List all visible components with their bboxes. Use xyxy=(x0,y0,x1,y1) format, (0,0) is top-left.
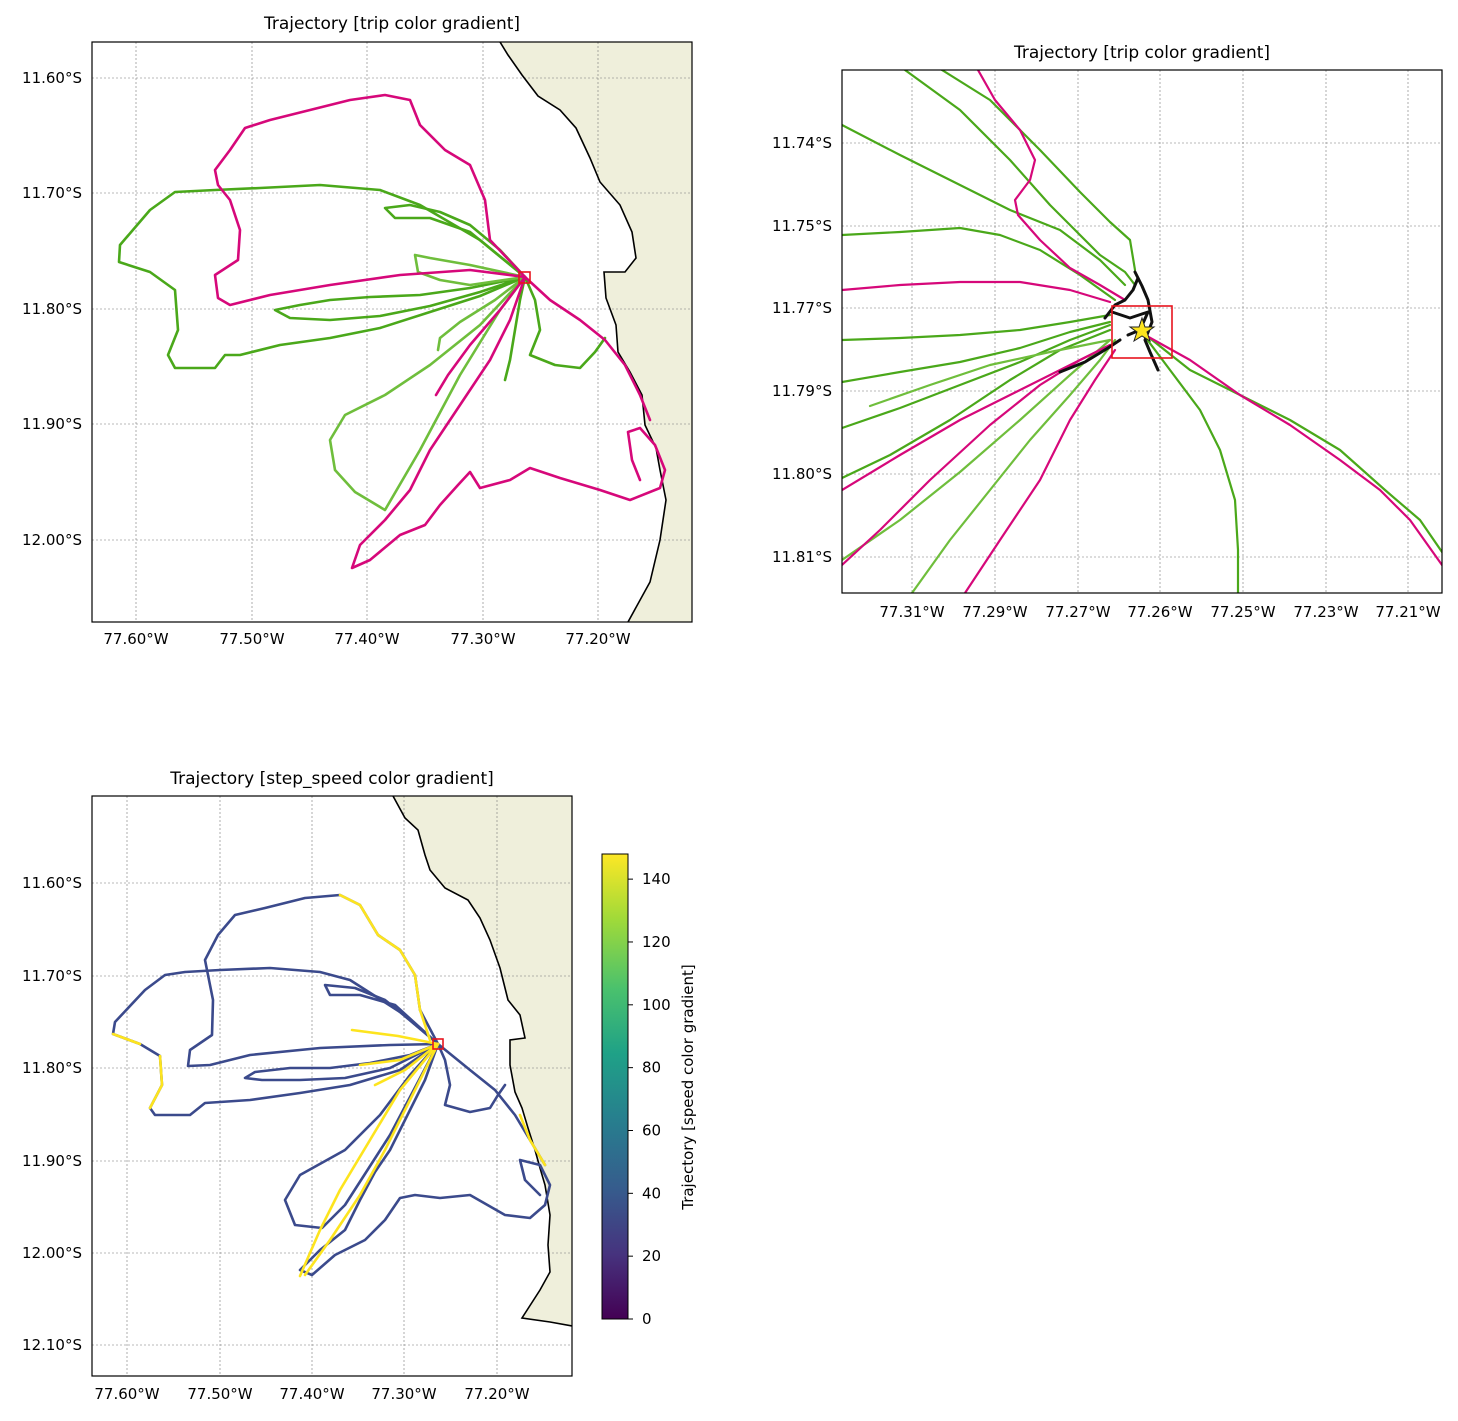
tick-label: 11.70°S xyxy=(22,184,82,202)
tick-label: 11.60°S xyxy=(22,69,82,87)
panel-1-land xyxy=(500,42,692,622)
tick-label: 12.10°S xyxy=(22,1336,82,1354)
tick-label: 11.90°S xyxy=(22,1152,82,1170)
panel-3-grid xyxy=(92,796,572,1376)
panel-2-zoom-box xyxy=(1111,305,1173,359)
tick-label: 77.50°W xyxy=(219,630,284,648)
colorbar-gradient xyxy=(601,853,629,1320)
tick-label: 11.77°S xyxy=(772,299,832,317)
panel-2-title: Trajectory [trip color gradient] xyxy=(1013,43,1270,63)
colorbar-tick-label: 120 xyxy=(642,933,671,951)
panel-1-frame xyxy=(91,41,693,623)
panel-3-frame xyxy=(91,795,573,1377)
tick-label: 11.80°S xyxy=(22,1059,82,1077)
panel-3-zoom-box xyxy=(432,1038,444,1050)
panel-2-green-trips xyxy=(842,70,1442,593)
tick-label: 11.81°S xyxy=(772,548,832,566)
panel-1-title: Trajectory [trip color gradient] xyxy=(263,14,520,34)
panel-1-lon-ticks: 77.60°W 77.50°W 77.40°W 77.30°W 77.20°W xyxy=(103,630,630,648)
panel-3-lat-ticks: 11.60°S 11.70°S 11.80°S 11.90°S 12.00°S … xyxy=(22,874,82,1354)
tick-label: 77.50°W xyxy=(187,1385,252,1403)
colorbar-tick-label: 100 xyxy=(642,996,671,1014)
tick-label: 77.30°W xyxy=(450,630,515,648)
panel-3-map: Trajectory [step_speed color gradient] xyxy=(22,769,697,1403)
tick-label: 77.60°W xyxy=(94,1385,159,1403)
tick-label: 77.60°W xyxy=(103,630,168,648)
panel-3-speed-tracks xyxy=(111,893,552,1277)
colorbar-tick-label: 140 xyxy=(642,870,671,888)
tick-label: 77.26°W xyxy=(1127,603,1192,621)
panel-2-map: Trajectory [trip color gradient] xyxy=(772,43,1443,621)
panel-1-magenta-trips xyxy=(213,93,667,570)
colorbar-tick-label: 40 xyxy=(642,1184,661,1202)
colorbar-tick-label: 60 xyxy=(642,1121,661,1139)
tick-label: 12.00°S xyxy=(22,1244,82,1262)
tick-label: 77.25°W xyxy=(1210,603,1275,621)
tick-label: 11.74°S xyxy=(772,134,832,152)
panel-1-grid xyxy=(92,42,692,622)
tick-label: 11.80°S xyxy=(772,465,832,483)
tick-label: 77.30°W xyxy=(371,1385,436,1403)
tick-label: 12.00°S xyxy=(22,531,82,549)
speed-colorbar: 0 20 40 60 80 100 120 140 Trajectory [speed col… xyxy=(601,853,697,1328)
tick-label: 11.80°S xyxy=(22,300,82,318)
tick-label: 11.79°S xyxy=(772,382,832,400)
panel-1-zoom-box xyxy=(518,271,531,284)
tick-label: 77.27°W xyxy=(1045,603,1110,621)
panel-3-title: Trajectory [step_speed color gradient] xyxy=(169,769,494,789)
tick-label: 11.60°S xyxy=(22,874,82,892)
tick-label: 77.20°W xyxy=(464,1385,529,1403)
port-star-icon xyxy=(1128,316,1156,343)
panel-1-green-trips xyxy=(117,183,607,512)
tick-label: 77.23°W xyxy=(1293,603,1358,621)
colorbar-label: Trajectory [speed color gradient] xyxy=(679,964,697,1211)
tick-label: 11.90°S xyxy=(22,415,82,433)
panel-3-lon-ticks: 77.60°W 77.50°W 77.40°W 77.30°W 77.20°W xyxy=(94,1385,529,1403)
tick-label: 77.40°W xyxy=(279,1385,344,1403)
tick-label: 11.70°S xyxy=(22,967,82,985)
colorbar-tick-label: 20 xyxy=(642,1247,661,1265)
panel-1-map: Trajectory [trip color gradient] xyxy=(22,14,693,648)
panel-2-lon-ticks: 77.31°W 77.29°W 77.27°W 77.26°W 77.25°W … xyxy=(879,603,1440,621)
panel-3-fast-segments xyxy=(111,893,547,1278)
panel-3-coastline xyxy=(392,796,572,1327)
panel-2-lat-ticks: 11.74°S 11.75°S 11.77°S 11.79°S 11.80°S … xyxy=(772,134,832,566)
tick-label: 77.29°W xyxy=(962,603,1027,621)
tick-label: 77.21°W xyxy=(1375,603,1440,621)
tick-label: 11.75°S xyxy=(772,217,832,235)
colorbar-tick-label: 80 xyxy=(642,1059,661,1077)
panel-3-land xyxy=(393,796,572,1326)
tick-label: 77.31°W xyxy=(879,603,944,621)
colorbar-tick-label: 0 xyxy=(642,1310,652,1328)
tick-label: 77.20°W xyxy=(565,630,630,648)
panel-1-coastline xyxy=(499,42,667,622)
panel-1-lat-ticks: 11.60°S 11.70°S 11.80°S 11.90°S 12.00°S xyxy=(22,69,82,549)
tick-label: 77.40°W xyxy=(334,630,399,648)
panel-2-frame xyxy=(841,69,1443,594)
colorbar-ticks: 0 20 40 60 80 100 120 140 xyxy=(628,870,671,1328)
panel-2-magenta-trips xyxy=(842,70,1442,593)
